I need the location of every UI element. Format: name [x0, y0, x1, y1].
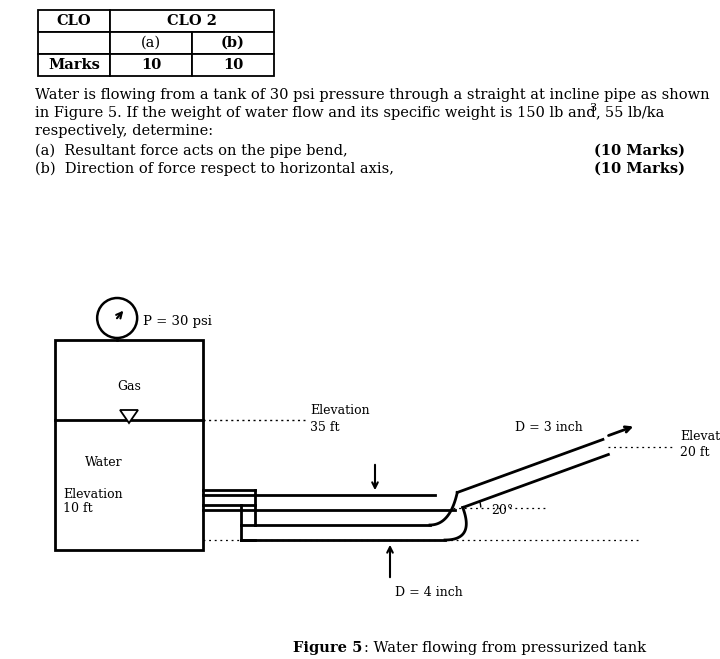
Bar [38, 10, 110, 32]
Bar [192, 54, 274, 76]
Text: Marks: Marks [48, 58, 100, 72]
Circle shape [97, 298, 137, 338]
Text: ,: , [595, 106, 600, 120]
Text: P = 30 psi: P = 30 psi [143, 314, 212, 328]
Text: Elevation: Elevation [680, 430, 720, 443]
Text: D = 3 inch: D = 3 inch [516, 422, 583, 434]
Text: (b): (b) [221, 36, 245, 50]
Text: respectively, determine:: respectively, determine: [35, 124, 213, 138]
Text: 20°: 20° [491, 504, 513, 517]
Text: Elevation: Elevation [310, 404, 369, 417]
Text: Water: Water [85, 455, 122, 469]
Text: in Figure 5. If the weight of water flow and its specific weight is 150 lb and  : in Figure 5. If the weight of water flow… [35, 106, 665, 120]
Text: 3: 3 [589, 103, 596, 113]
Text: 20 ft: 20 ft [680, 446, 709, 459]
Text: CLO 2: CLO 2 [167, 14, 217, 28]
Bar [38, 32, 110, 54]
Bar [110, 10, 274, 32]
Text: (10 Marks): (10 Marks) [594, 162, 685, 176]
Text: 10 ft: 10 ft [63, 503, 93, 515]
Text: (b)  Direction of force respect to horizontal axis,: (b) Direction of force respect to horizo… [35, 162, 394, 177]
Bar [38, 54, 110, 76]
Text: : Water flowing from pressurized tank: : Water flowing from pressurized tank [364, 641, 646, 655]
Text: 35 ft: 35 ft [310, 421, 340, 434]
Text: (a): (a) [141, 36, 161, 50]
Text: Figure 5: Figure 5 [292, 641, 362, 655]
Text: (a)  Resultant force acts on the pipe bend,: (a) Resultant force acts on the pipe ben… [35, 144, 348, 158]
Text: Water is flowing from a tank of 30 psi pressure through a straight at incline pi: Water is flowing from a tank of 30 psi p… [35, 88, 710, 102]
Text: 10: 10 [141, 58, 161, 72]
Bar [55, 340, 203, 550]
Text: CLO: CLO [57, 14, 91, 28]
Text: (10 Marks): (10 Marks) [594, 144, 685, 158]
Text: Gas: Gas [117, 380, 141, 393]
Text: D = 4 inch: D = 4 inch [395, 585, 463, 598]
Text: 10: 10 [223, 58, 243, 72]
Text: Elevation: Elevation [63, 488, 122, 500]
Bar [192, 32, 274, 54]
Bar [110, 32, 192, 54]
Polygon shape [120, 410, 138, 423]
Bar [110, 54, 192, 76]
